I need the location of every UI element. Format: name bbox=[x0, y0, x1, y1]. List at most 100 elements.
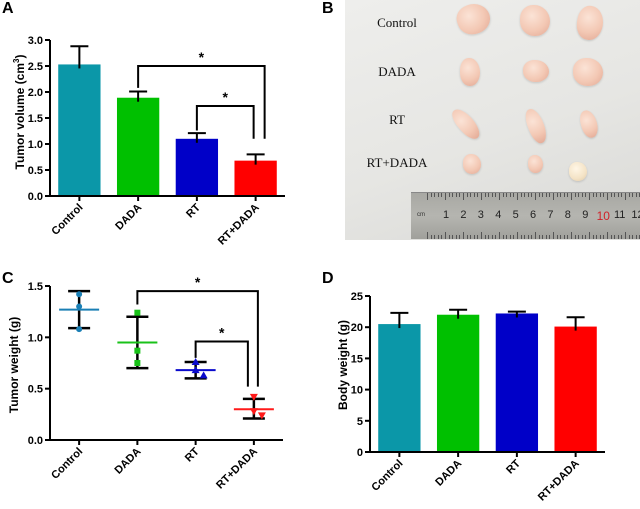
ruler-tick bbox=[524, 193, 526, 197]
tumor-rt-dada-1 bbox=[463, 154, 481, 174]
photo-label-rt: RT bbox=[389, 112, 405, 127]
x-tick-label-dada: DADA bbox=[113, 202, 144, 233]
y-axis-label: Body weight (g) bbox=[336, 320, 350, 410]
ruler-tick bbox=[520, 193, 522, 197]
ruler-tick bbox=[513, 235, 515, 239]
tumor-dada-1 bbox=[460, 58, 480, 86]
chart-body-weight: Body weight (g) 0 5 10 15 20 25 Control DADA RT R… bbox=[336, 291, 605, 504]
bar-rt-dada bbox=[554, 326, 597, 451]
ruler-tick bbox=[599, 235, 601, 239]
ruler-tick bbox=[610, 193, 612, 197]
x-tick-label-rt-dada: RT+DADA bbox=[216, 202, 262, 248]
ruler-tick bbox=[625, 232, 626, 239]
bar-control bbox=[58, 64, 101, 195]
ruler-tick bbox=[452, 193, 454, 197]
significance-star: * bbox=[219, 324, 225, 340]
y-tick-label: 25 bbox=[351, 291, 363, 303]
chart-tumor-weight: Tumor weight (g) 0.0 0.5 1.0 1.5 Control DADA… bbox=[7, 274, 283, 492]
ruler-tick bbox=[574, 235, 576, 239]
x-tick-label-rt: RT bbox=[183, 445, 202, 464]
ruler-tick bbox=[434, 235, 436, 239]
tumor-rt-dada-3 bbox=[569, 162, 587, 181]
ruler-tick bbox=[581, 235, 583, 239]
ruler-tick bbox=[567, 235, 569, 239]
y-tick-label: 20 bbox=[351, 322, 363, 334]
ruler-tick bbox=[596, 193, 598, 197]
ruler-tick bbox=[610, 235, 612, 239]
ruler-number-9: 9 bbox=[582, 209, 589, 221]
ruler-tick bbox=[553, 193, 554, 200]
panel-letter-d: D bbox=[322, 270, 334, 287]
y-tick-label: 0.5 bbox=[28, 384, 43, 396]
tumor-control-1 bbox=[452, 0, 495, 39]
significance-bracket bbox=[137, 65, 266, 139]
y-tick-label: 3.0 bbox=[28, 35, 43, 47]
tumor-dada-3 bbox=[573, 58, 603, 86]
y-tick-label: 1.5 bbox=[28, 113, 43, 125]
ruler-tick bbox=[441, 193, 443, 197]
ruler-tick bbox=[502, 193, 504, 197]
ruler-number-7: 7 bbox=[547, 209, 554, 221]
ruler-tick bbox=[484, 235, 486, 239]
ruler-tick bbox=[506, 193, 508, 197]
ruler-tick bbox=[459, 235, 461, 239]
ruler-number-11: 11 bbox=[614, 209, 626, 221]
ruler-tick bbox=[578, 193, 580, 197]
data-point-control bbox=[76, 291, 83, 298]
chart-tumor-volume: Tumor volume (cm3) 0.0 0.5 1.0 1.5 2.0 2.5 3.0… bbox=[12, 35, 285, 248]
x-tick-label-control: Control bbox=[369, 458, 405, 494]
photo-label-control: Control bbox=[377, 15, 417, 30]
ruler-tick bbox=[567, 193, 569, 197]
significance-bracket bbox=[194, 340, 249, 387]
ruler-tick bbox=[553, 232, 554, 239]
ruler-tick bbox=[495, 193, 497, 197]
ruler-tick bbox=[466, 235, 468, 239]
ruler-tick bbox=[463, 232, 464, 239]
ruler-tick bbox=[556, 193, 558, 197]
x-tick-label-control: Control bbox=[49, 202, 85, 238]
tumor-dada-2 bbox=[523, 60, 549, 82]
ruler-tick bbox=[513, 193, 515, 197]
bar-dada bbox=[116, 97, 160, 195]
ruler-tick bbox=[445, 193, 446, 200]
x-tick-label-dada: DADA bbox=[433, 458, 464, 489]
ruler-tick bbox=[427, 193, 428, 200]
x-tick-label-control: Control bbox=[49, 446, 85, 482]
ruler-tick bbox=[470, 193, 472, 197]
ruler-tick bbox=[635, 235, 637, 239]
ruler-tick bbox=[434, 193, 436, 197]
ruler-tick bbox=[531, 235, 533, 239]
panel-letter-a: A bbox=[2, 0, 14, 17]
ruler-tick bbox=[563, 235, 565, 239]
ruler-tick bbox=[617, 235, 619, 239]
ruler-tick bbox=[614, 235, 616, 239]
ruler-tick bbox=[437, 193, 439, 197]
ruler-tick bbox=[448, 193, 450, 197]
ruler-tick bbox=[592, 235, 594, 239]
ruler-tick bbox=[466, 193, 468, 197]
photo-label-dada: DADA bbox=[378, 64, 416, 79]
y-tick-label: 1.0 bbox=[28, 139, 43, 151]
ruler-tick bbox=[621, 235, 623, 239]
y-tick-label: 1.5 bbox=[28, 281, 43, 293]
y-tick-label: 2.5 bbox=[28, 61, 43, 73]
ruler: cm 123456789101112 bbox=[411, 192, 640, 239]
ruler-tick bbox=[477, 235, 479, 239]
ruler-tick bbox=[538, 235, 540, 239]
ruler-tick bbox=[509, 193, 511, 197]
ruler-tick bbox=[455, 235, 457, 239]
ruler-tick bbox=[441, 235, 443, 239]
ruler-tick bbox=[459, 193, 461, 197]
panel-letter-c: C bbox=[2, 270, 14, 287]
ruler-number-12: 12 bbox=[631, 209, 640, 221]
x-tick-label-rt-dada: RT+DADA bbox=[214, 446, 260, 492]
ruler-tick bbox=[589, 193, 590, 200]
tumor-control-2 bbox=[520, 5, 550, 36]
ruler-tick bbox=[502, 235, 504, 239]
ruler-tick bbox=[628, 235, 630, 239]
ruler-tick bbox=[488, 193, 490, 197]
bar-rt bbox=[495, 313, 539, 451]
ruler-tick bbox=[437, 235, 439, 239]
ruler-tick bbox=[549, 235, 551, 239]
y-tick-label: 0.5 bbox=[28, 165, 43, 177]
